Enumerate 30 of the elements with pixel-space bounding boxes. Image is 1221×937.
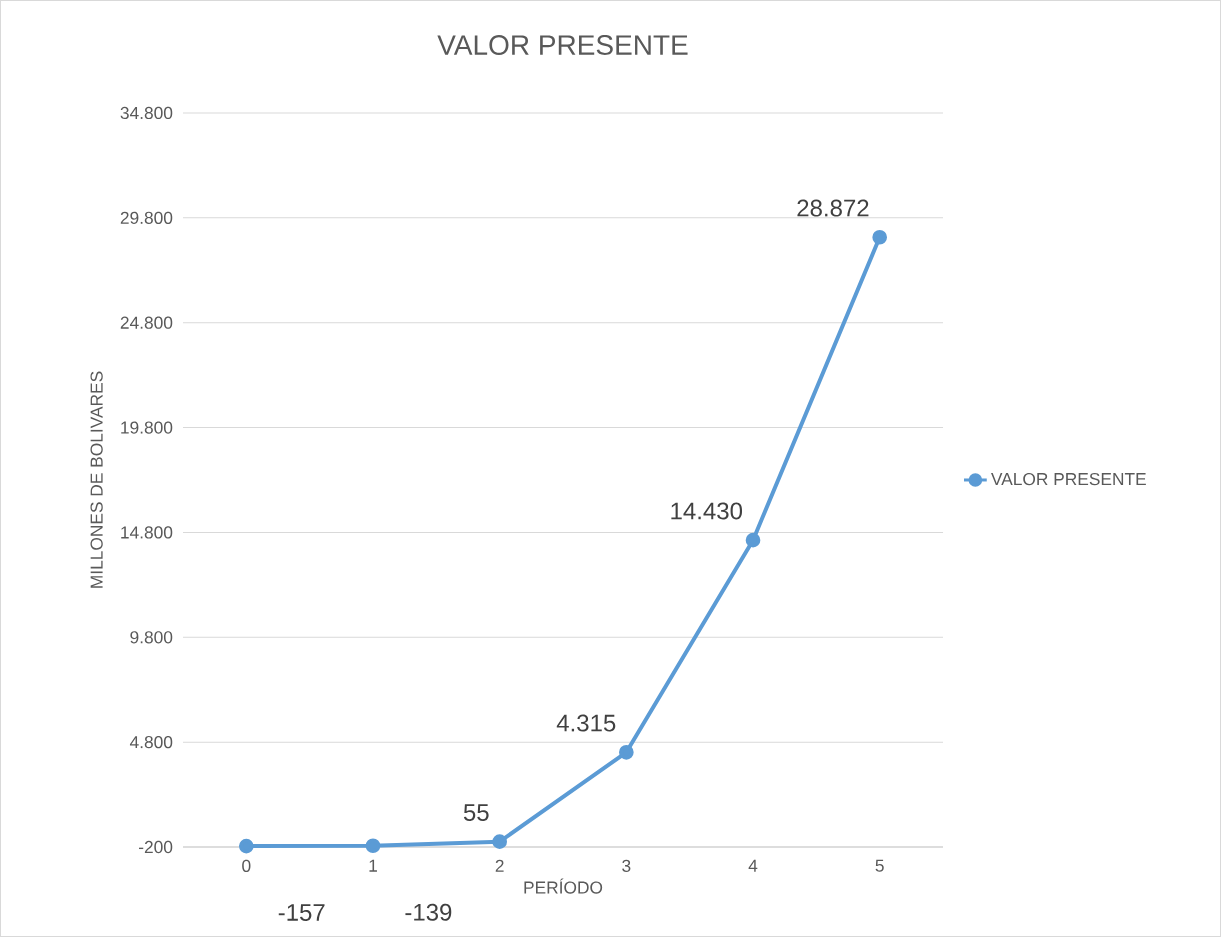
y-tick-label: 29.800 <box>120 211 173 224</box>
y-tick-label: 24.800 <box>120 316 173 329</box>
x-tick-label: 3 <box>622 859 631 872</box>
point <box>872 229 888 245</box>
y-tick-label: 9.800 <box>130 631 173 644</box>
x-tick-label: 0 <box>242 859 251 872</box>
data-label: 28.872 <box>797 199 869 217</box>
x-tick-label: 1 <box>369 859 377 872</box>
data-label: -157 <box>278 904 325 921</box>
y-tick-label: 34.800 <box>120 106 173 120</box>
data-label: -139 <box>405 903 452 921</box>
x-tick-label: 5 <box>875 859 884 872</box>
legend-label: VALOR PRESENTE <box>991 472 1146 486</box>
x-tick-label: 2 <box>495 859 504 872</box>
y-axis-title: MILLONES DE BOLIVARES <box>90 371 103 588</box>
point <box>745 532 761 548</box>
point <box>365 838 381 854</box>
y-tick-label: 4.800 <box>129 736 173 749</box>
data-label: 55 <box>463 804 489 821</box>
point <box>238 838 254 854</box>
data-label: 14.430 <box>671 502 743 520</box>
data-label: 4.315 <box>556 714 616 732</box>
chart-title: VALOR PRESENTE <box>437 35 688 55</box>
y-tick-label: 19.800 <box>121 421 173 434</box>
x-axis-title: PERÍODO <box>524 878 603 894</box>
y-tick-label: -200 <box>139 840 173 854</box>
y-tick-label: 14.800 <box>121 526 173 539</box>
x-tick-label: 4 <box>748 859 758 872</box>
point <box>492 834 507 849</box>
point <box>619 744 634 760</box>
